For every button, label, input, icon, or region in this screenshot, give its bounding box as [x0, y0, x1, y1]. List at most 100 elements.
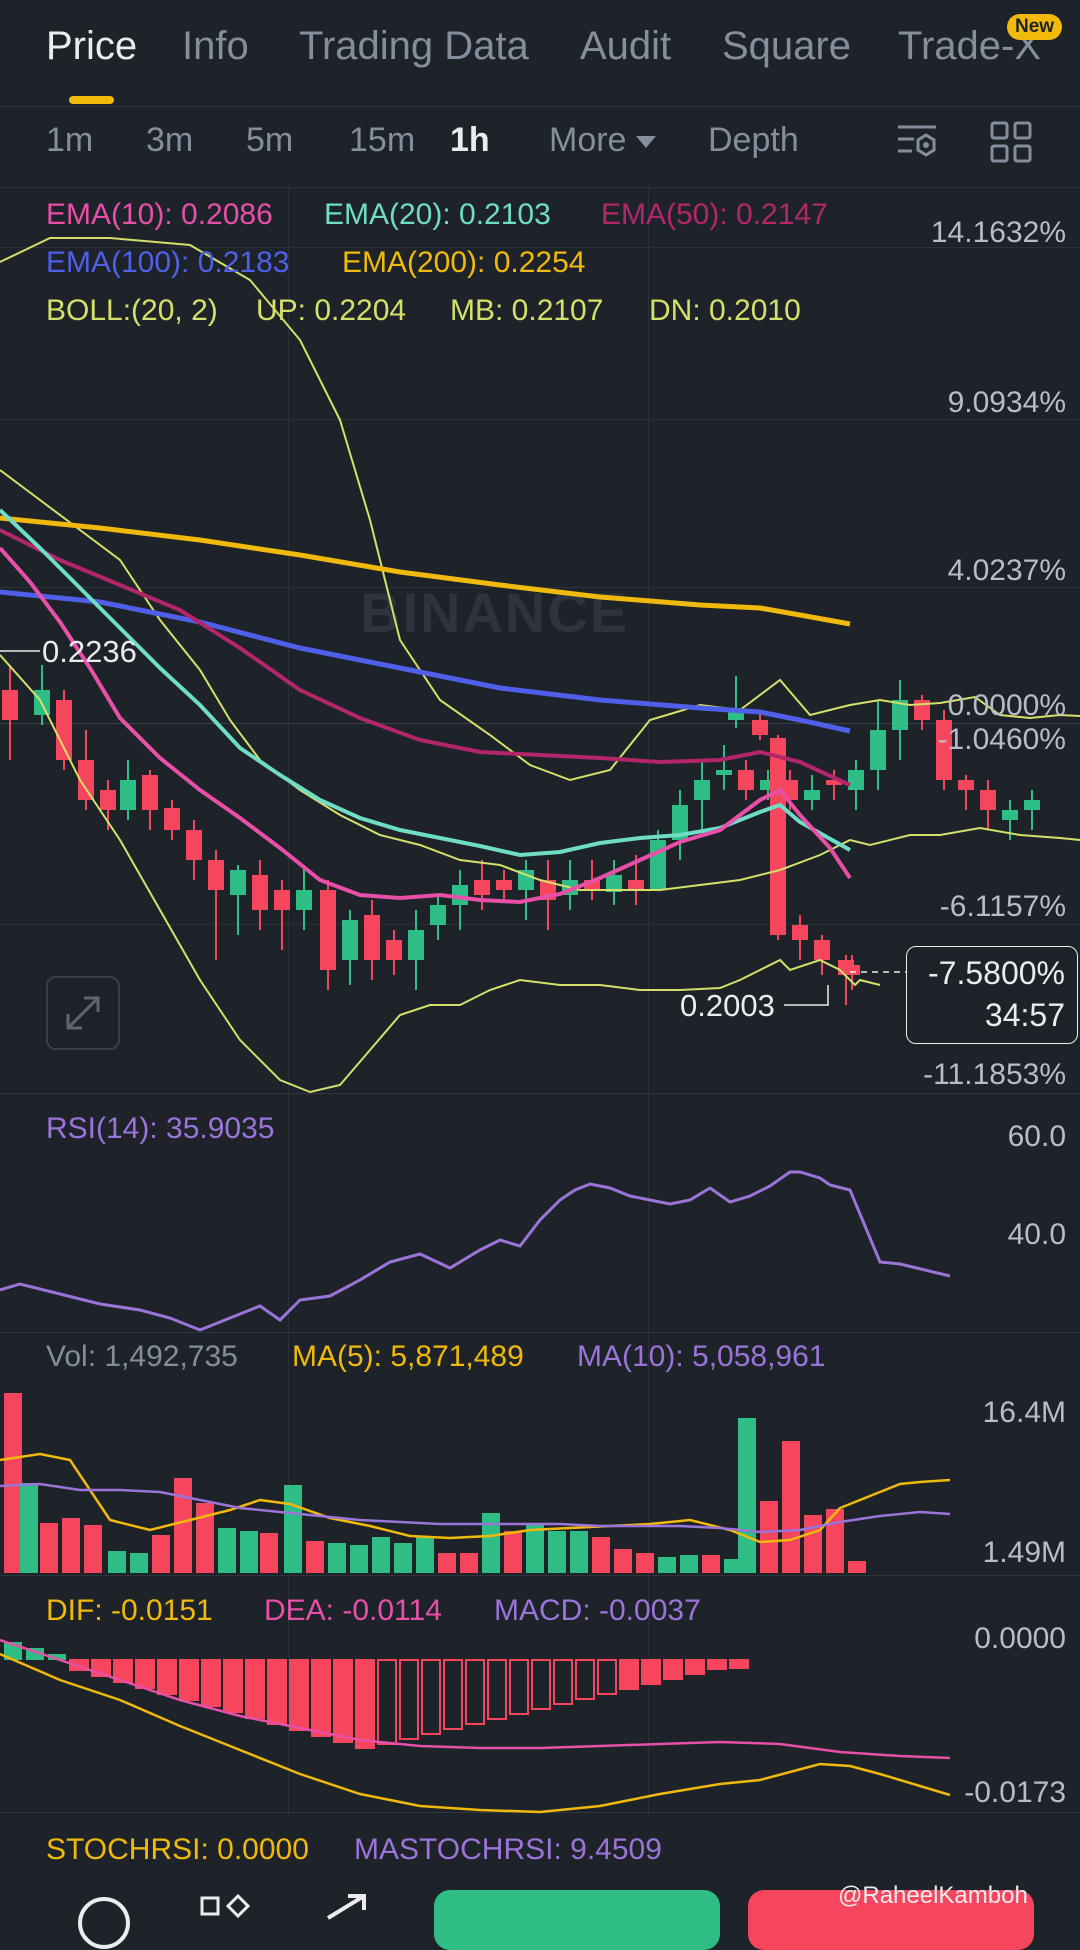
tab-square[interactable]: Square [722, 24, 851, 68]
macd-axis-label: 0.0000 [974, 1622, 1066, 1655]
volume-bar [592, 1537, 610, 1573]
candle-body [694, 780, 710, 800]
macd-dif-label: DIF: -0.0151 [46, 1594, 213, 1627]
volume-bar [438, 1553, 456, 1573]
macd-value-label: MACD: -0.0037 [494, 1594, 701, 1627]
chart-settings-icon[interactable] [894, 119, 940, 170]
macd-bar [179, 1659, 199, 1701]
macd-bar [201, 1659, 221, 1707]
candle-body [364, 915, 380, 960]
grid-line [648, 188, 649, 1818]
candle-body [2, 690, 18, 720]
ema100-label: EMA(100): 0.2183 [46, 246, 290, 279]
candle-body [186, 830, 202, 860]
candle-body [958, 780, 974, 790]
more-label: More [549, 121, 627, 159]
tab-audit[interactable]: Audit [580, 24, 672, 68]
depth-tab[interactable]: Depth [708, 121, 799, 159]
volume-bar [416, 1537, 434, 1573]
boll-mb-label: MB: 0.2107 [450, 294, 604, 327]
boll-upper-line [0, 237, 1080, 782]
grid-layout-icon[interactable] [988, 119, 1034, 170]
price-axis-label: 0.0000% [947, 689, 1066, 722]
volume-bar [328, 1543, 346, 1573]
macd-bar [685, 1659, 705, 1675]
candle-body [208, 860, 224, 890]
timeframe-15m[interactable]: 15m [349, 121, 416, 159]
candle-body [728, 712, 744, 720]
macd-histogram [4, 1642, 749, 1749]
vol-axis-label: 1.49M [982, 1536, 1066, 1569]
grid-line [0, 419, 1080, 420]
candle-body [1002, 810, 1018, 820]
tab-info[interactable]: Info [182, 24, 249, 68]
candle-body [230, 870, 246, 895]
ema50-label: EMA(50): 0.2147 [601, 198, 828, 231]
tab-price[interactable]: Price [46, 24, 138, 68]
candle-body [870, 730, 886, 770]
timeframe-1m[interactable]: 1m [46, 121, 94, 159]
ema200-label: EMA(200): 0.2254 [342, 246, 586, 279]
macd-bar [509, 1659, 529, 1715]
tab-trading-data[interactable]: Trading Data [299, 24, 529, 68]
volume-bar [84, 1525, 102, 1573]
timeframe-bar: 1m 3m 5m 15m 1h More Depth [0, 107, 1080, 188]
volume-bar [570, 1531, 588, 1573]
vol-ma5-label: MA(5): 5,871,489 [292, 1340, 524, 1373]
ema100-line [0, 589, 851, 734]
macd-bar [487, 1659, 507, 1720]
candle-body [738, 770, 754, 790]
candle-body [430, 905, 446, 925]
macd-bar [157, 1659, 177, 1695]
candle-body [342, 920, 358, 960]
macd-dif-line [0, 1652, 951, 1814]
rsi-line [0, 1170, 951, 1332]
candle-body [760, 780, 776, 790]
volume-bar [130, 1553, 148, 1573]
ema20-line [0, 508, 851, 858]
candle-body [164, 808, 180, 830]
candle-body [320, 890, 336, 970]
macd-bar [707, 1659, 727, 1670]
binance-watermark: BINANCE [360, 581, 630, 644]
volume-bar [260, 1533, 278, 1573]
macd-bar [377, 1659, 397, 1745]
buy-button[interactable] [434, 1890, 720, 1950]
more-dropdown[interactable]: More [549, 121, 657, 160]
candle-body [142, 775, 158, 810]
low-marker-line [784, 985, 829, 1006]
candle-body [296, 890, 312, 910]
timeframe-3m[interactable]: 3m [146, 121, 194, 159]
candle-body [120, 780, 136, 810]
candle-body [496, 880, 512, 890]
candle-body [386, 940, 402, 960]
volume-bar [372, 1537, 390, 1573]
volume-bar [350, 1545, 368, 1573]
new-badge: New [1007, 14, 1063, 40]
candle-body [980, 790, 996, 810]
volume-bar [394, 1543, 412, 1573]
macd-bar [399, 1659, 419, 1740]
active-tab-indicator [69, 96, 114, 104]
macd-dea-label: DEA: -0.0114 [264, 1594, 442, 1627]
macd-bar [311, 1659, 331, 1737]
rsi-axis-label: 60.0 [1007, 1120, 1066, 1153]
candle-body [672, 805, 688, 840]
vol-axis-label: 16.4M [982, 1396, 1066, 1429]
timeframe-1h[interactable]: 1h [450, 121, 490, 159]
macd-bar [465, 1659, 485, 1725]
top-tab-nav: Price Info Trading Data Audit Square Tra… [0, 0, 1080, 107]
stochrsi-label: STOCHRSI: 0.0000 [46, 1833, 309, 1866]
expand-chart-button[interactable] [46, 976, 120, 1050]
volume-bar [724, 1559, 742, 1573]
macd-bar [663, 1659, 683, 1680]
macd-bar [619, 1659, 639, 1690]
volume-bar [702, 1555, 720, 1573]
macd-bar [421, 1659, 441, 1735]
price-axis-label: -11.1853% [923, 1058, 1066, 1091]
timeframe-5m[interactable]: 5m [246, 121, 294, 159]
volume-bar [40, 1523, 58, 1573]
